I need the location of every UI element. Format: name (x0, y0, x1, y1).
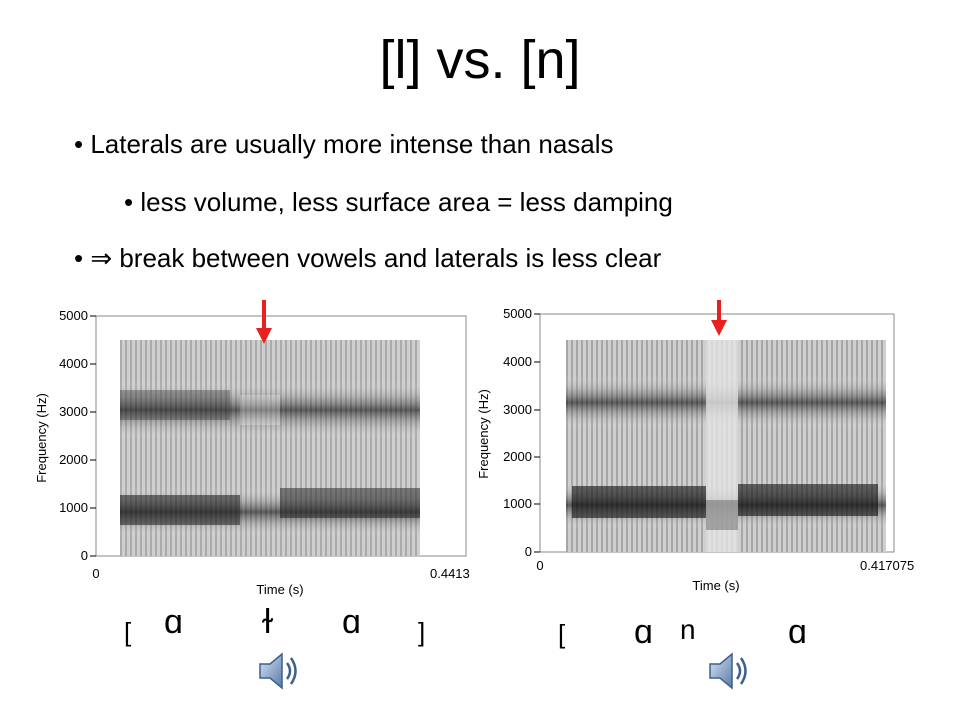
arrow-icon (711, 300, 727, 336)
transcription-lateral: ɫ (262, 603, 274, 641)
y-tick-3000: 3000 (503, 402, 532, 417)
y-tick-1000: 1000 (503, 496, 532, 511)
x-axis-start: 0 (92, 566, 99, 581)
transcription-vowel: ɑ (342, 603, 361, 641)
y-axis-label: Frequency (Hz) (34, 393, 49, 483)
y-tick-5000: 5000 (59, 308, 88, 323)
y-tick-2000: 2000 (503, 449, 532, 464)
spectrogram-nasal: 5000 4000 3000 2000 1000 0 Frequency (Hz… (476, 300, 914, 593)
y-tick-0: 0 (81, 548, 88, 563)
transcription-vowel: ɑ (788, 613, 807, 651)
spectrogram-lateral: 5000 4000 3000 2000 1000 0 Frequency (Hz… (34, 300, 470, 597)
x-axis-label: Time (s) (692, 578, 739, 593)
x-axis-start: 0 (536, 558, 543, 573)
x-axis-end: 0.4413 (430, 566, 470, 581)
transcription-bracket-open: [ (558, 619, 566, 649)
y-tick-3000: 3000 (59, 404, 88, 419)
y-tick-4000: 4000 (59, 356, 88, 371)
arrow-icon (256, 300, 272, 344)
y-tick-0: 0 (525, 544, 532, 559)
slide-title: [l] vs. [n] (379, 30, 581, 90)
bullet-vowel-break: • ⇒ break between vowels and laterals is… (74, 243, 662, 273)
transcription-vowel: ɑ (634, 613, 653, 651)
speaker-icon[interactable] (704, 648, 750, 694)
y-tick-4000: 4000 (503, 354, 532, 369)
y-tick-2000: 2000 (59, 452, 88, 467)
y-tick-5000: 5000 (503, 306, 532, 321)
transcription-bracket-open: [ (124, 617, 132, 647)
y-axis-label: Frequency (Hz) (476, 389, 491, 479)
x-axis-end: 0.417075 (860, 558, 914, 573)
y-tick-1000: 1000 (59, 500, 88, 515)
x-axis-label: Time (s) (256, 582, 303, 597)
transcription-nasal: n (680, 614, 696, 645)
bullet-damping: • less volume, less surface area = less … (124, 187, 673, 217)
bullet-laterals-intensity: • Laterals are usually more intense than… (74, 129, 614, 159)
speaker-icon[interactable] (254, 648, 300, 694)
transcription-vowel: ɑ (164, 603, 183, 641)
transcription-bracket-close: ] (418, 617, 426, 647)
